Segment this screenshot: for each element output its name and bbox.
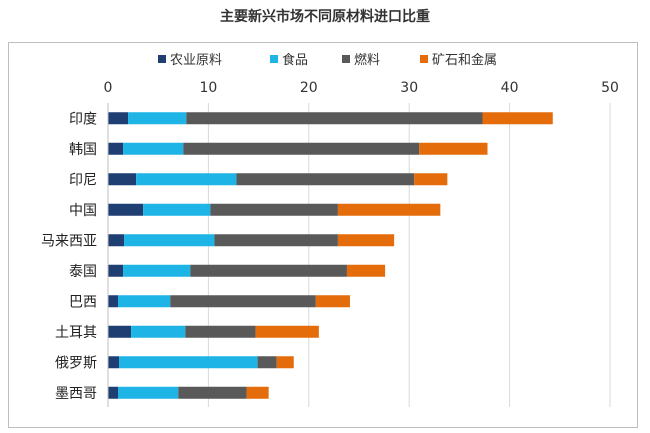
bar-7-1 [131, 325, 186, 338]
bar-5-2 [190, 264, 347, 277]
bar-8-0 [108, 356, 120, 369]
bar-1-0 [108, 142, 124, 155]
legend-swatch-2 [342, 55, 350, 63]
bar-9-2 [178, 386, 247, 399]
legend-label-3: 矿石和金属 [432, 52, 497, 68]
category-label-4: 马来西亚 [41, 233, 97, 249]
bar-3-2 [210, 203, 338, 216]
category-label-6: 巴西 [69, 294, 97, 310]
bar-2-3 [414, 173, 448, 186]
bar-0-0 [108, 112, 129, 125]
bar-0-1 [128, 112, 187, 125]
bar-3-3 [337, 203, 441, 216]
category-label-3: 中国 [69, 203, 97, 219]
bar-3-1 [143, 203, 211, 216]
bar-8-1 [119, 356, 258, 369]
bar-5-3 [346, 264, 386, 277]
bar-7-0 [108, 325, 132, 338]
bar-7-3 [255, 325, 319, 338]
bar-6-2 [170, 295, 316, 308]
bar-8-2 [257, 356, 277, 369]
x-tick-label-3: 30 [400, 80, 418, 96]
legend-swatch-0 [158, 55, 166, 63]
bar-4-2 [214, 234, 338, 247]
chart-title: 主要新兴市场不同原材料进口比重 [220, 9, 430, 25]
bar-2-1 [136, 173, 237, 186]
bar-5-1 [123, 264, 191, 277]
bar-9-1 [118, 386, 179, 399]
x-tick-label-2: 20 [300, 80, 318, 96]
bar-6-0 [108, 295, 119, 308]
bar-4-1 [124, 234, 215, 247]
legend: 农业原料 食品 燃料 矿石和金属 [158, 52, 497, 68]
category-label-1: 韩国 [69, 142, 97, 158]
bar-1-3 [419, 142, 488, 155]
bar-2-2 [236, 173, 415, 186]
bar-9-0 [108, 386, 119, 399]
bar-4-3 [337, 234, 395, 247]
bar-7-2 [185, 325, 256, 338]
bar-6-3 [315, 295, 350, 308]
legend-label-1: 食品 [282, 52, 308, 68]
bars [108, 112, 553, 399]
bar-0-2 [186, 112, 483, 125]
x-axis-ticks: 0 10 20 30 40 50 [104, 80, 619, 96]
bar-0-3 [482, 112, 553, 125]
category-label-0: 印度 [69, 111, 97, 127]
category-label-2: 印尼 [69, 172, 97, 188]
category-label-9: 墨西哥 [55, 386, 97, 402]
bar-3-0 [108, 203, 144, 216]
bar-9-3 [246, 386, 269, 399]
bar-1-1 [123, 142, 184, 155]
bar-4-0 [108, 234, 125, 247]
legend-swatch-1 [270, 55, 278, 63]
x-tick-label-5: 50 [601, 80, 619, 96]
legend-label-0: 农业原料 [170, 53, 222, 68]
category-label-7: 土耳其 [55, 325, 97, 341]
bar-6-1 [118, 295, 171, 308]
x-tick-label-4: 40 [501, 80, 519, 96]
bar-1-2 [183, 142, 420, 155]
x-tick-label-1: 10 [199, 80, 217, 96]
bar-5-0 [108, 264, 124, 277]
category-label-5: 泰国 [69, 264, 97, 280]
legend-label-2: 燃料 [354, 52, 380, 68]
legend-swatch-3 [420, 55, 428, 63]
category-label-8: 俄罗斯 [55, 355, 97, 371]
bar-2-0 [108, 173, 137, 186]
bar-8-3 [276, 356, 294, 369]
chart-frame [8, 42, 638, 428]
x-tick-label-0: 0 [104, 80, 113, 96]
